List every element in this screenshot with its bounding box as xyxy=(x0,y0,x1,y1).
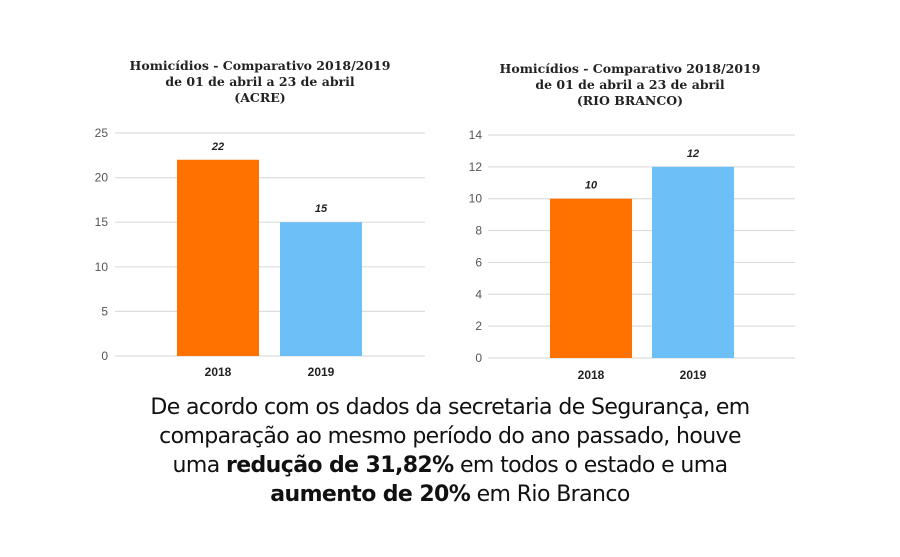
ytick-label-acre-5: 5 xyxy=(101,304,108,318)
ytick-label-rio-branco-4: 4 xyxy=(475,287,482,301)
ytick-label-acre-0: 0 xyxy=(101,349,108,363)
ytick-label-rio-branco-0: 0 xyxy=(475,351,482,365)
bar-rio-branco-2018 xyxy=(550,198,632,358)
ytick-label-acre-15: 15 xyxy=(95,215,109,229)
ytick-label-rio-branco-2: 2 xyxy=(475,319,482,333)
ytick-label-acre-20: 20 xyxy=(95,171,109,185)
caption-text: De acordo com os dados da secretaria de … xyxy=(60,393,840,509)
caption-line-3: uma redução de 31,82% em todos o estado … xyxy=(60,451,840,480)
bar-acre-2018 xyxy=(177,159,259,356)
caption-line-4: aumento de 20% em Rio Branco xyxy=(60,480,840,509)
ytick-label-rio-branco-10: 10 xyxy=(469,192,483,206)
ytick-label-rio-branco-6: 6 xyxy=(475,255,482,269)
data-label-acre-2018: 22 xyxy=(211,141,224,153)
ytick-label-rio-branco-8: 8 xyxy=(475,224,482,238)
charts-canvas: 0 5 10 15 20 25 22 2018 15 2019 0 2 4 6 8 10 12 14 10 2018 1… xyxy=(95,126,795,382)
ytick-label-acre-25: 25 xyxy=(95,126,109,140)
data-label-rio-branco-2019: 12 xyxy=(687,148,699,160)
category-label-rio-branco-2018: 2018 xyxy=(578,368,605,382)
data-label-rio-branco-2018: 10 xyxy=(585,180,598,192)
caption-line-3-pre: uma xyxy=(172,453,226,478)
bar-acre-2019 xyxy=(280,222,362,356)
category-label-rio-branco-2019: 2019 xyxy=(680,368,707,382)
caption-highlight-reduction: redução de 31,82% xyxy=(225,453,454,478)
caption-highlight-increase: aumento de 20% xyxy=(270,482,471,507)
chart-title-rio-branco: Homicídios - Comparativo 2018/2019 de 01… xyxy=(499,61,761,108)
bar-rio-branco-2019 xyxy=(652,166,734,358)
chart-title-acre: Homicídios - Comparativo 2018/2019 de 01… xyxy=(129,58,391,105)
caption-line-4-post: em Rio Branco xyxy=(470,482,631,507)
ytick-label-rio-branco-12: 12 xyxy=(469,160,483,174)
data-label-acre-2019: 15 xyxy=(315,203,328,215)
caption-line-3-post: em todos o estado e uma xyxy=(453,453,728,478)
category-label-acre-2018: 2018 xyxy=(205,365,232,379)
ytick-label-acre-10: 10 xyxy=(95,260,109,274)
caption-line-1: De acordo com os dados da secretaria de … xyxy=(150,395,750,420)
category-label-acre-2019: 2019 xyxy=(308,365,335,379)
ytick-label-rio-branco-14: 14 xyxy=(469,128,483,142)
caption-line-2: comparação ao mesmo período do ano passa… xyxy=(159,424,741,449)
